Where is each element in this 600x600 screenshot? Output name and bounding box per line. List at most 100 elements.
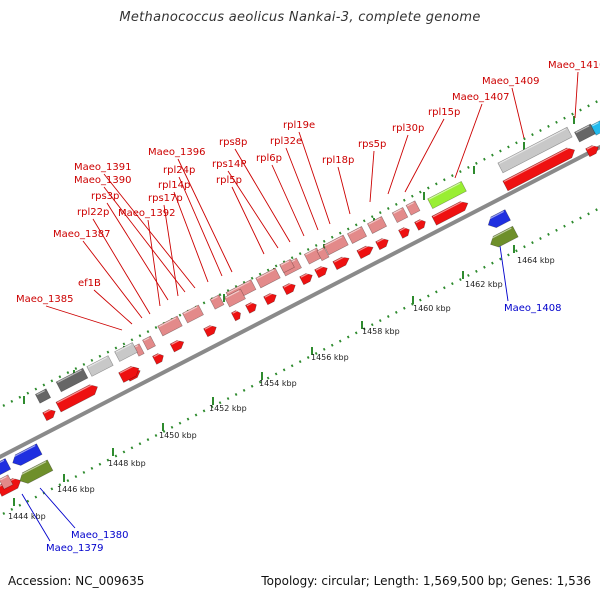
gene-feature bbox=[486, 209, 511, 228]
gene-feature bbox=[152, 352, 164, 365]
gene-highlight bbox=[87, 356, 108, 368]
gene-shape bbox=[279, 258, 295, 274]
label-leader bbox=[178, 176, 223, 277]
gene-feature bbox=[299, 272, 313, 286]
label-leader bbox=[298, 131, 331, 225]
gene-highlight bbox=[317, 248, 323, 252]
gene-highlight bbox=[115, 343, 132, 353]
gene-highlight bbox=[57, 369, 82, 383]
gene-shape bbox=[34, 388, 52, 404]
gene-label-rpl30p: rpl30p bbox=[392, 123, 424, 134]
gene-label-maeo_1409: Maeo_1409 bbox=[482, 76, 539, 87]
gene-highlight bbox=[488, 227, 512, 241]
gene-shape bbox=[502, 147, 576, 192]
label-leader bbox=[173, 191, 209, 283]
gene-shape bbox=[19, 459, 54, 484]
gene-highlight bbox=[393, 208, 402, 214]
gene-feature bbox=[157, 315, 183, 337]
gene-shape bbox=[12, 443, 43, 466]
gene-highlight bbox=[256, 269, 275, 280]
label-leader bbox=[511, 87, 525, 139]
label-leader bbox=[231, 186, 265, 255]
gene-highlight bbox=[407, 202, 414, 207]
gene-highlight bbox=[134, 345, 139, 348]
gene-label-rps17p: rps17p bbox=[148, 193, 183, 204]
gene-shape bbox=[282, 283, 296, 296]
gene-shape bbox=[263, 293, 277, 306]
gene-feature bbox=[431, 200, 469, 226]
scale-label: 1450 kbp bbox=[159, 431, 197, 440]
scale-label: 1456 kbp bbox=[311, 353, 349, 362]
gene-feature bbox=[255, 267, 281, 289]
gene-shape bbox=[157, 315, 183, 337]
label-leader bbox=[454, 103, 483, 179]
gene-highlight bbox=[225, 290, 240, 299]
gene-label-rps5p: rps5p bbox=[358, 139, 386, 150]
gene-highlight bbox=[357, 244, 370, 252]
gene-feature bbox=[142, 335, 156, 351]
label-leader bbox=[93, 289, 133, 325]
scale-label: 1464 kbp bbox=[517, 256, 555, 265]
gene-feature bbox=[282, 282, 296, 296]
gene-shape bbox=[323, 234, 349, 256]
label-leader bbox=[404, 118, 445, 193]
scale-label: 1446 kbp bbox=[57, 485, 95, 494]
gene-feature bbox=[263, 292, 277, 306]
gene-highlight bbox=[204, 324, 214, 330]
gene-highlight bbox=[183, 306, 198, 315]
gene-feature bbox=[55, 383, 98, 413]
gene-label-rpl19e: rpl19e bbox=[283, 120, 315, 131]
gene-highlight bbox=[171, 339, 181, 345]
gene-highlight bbox=[280, 260, 290, 266]
gene-feature bbox=[0, 458, 12, 476]
gene-shape bbox=[314, 266, 328, 279]
label-leader bbox=[337, 166, 351, 215]
gene-feature bbox=[488, 225, 519, 248]
gene-feature bbox=[391, 206, 409, 224]
gene-feature bbox=[346, 226, 368, 244]
gene-highlight bbox=[143, 337, 150, 342]
gene-highlight bbox=[300, 272, 310, 278]
label-leader bbox=[39, 487, 76, 529]
label-leader bbox=[177, 158, 233, 273]
gene-shape bbox=[169, 340, 185, 353]
gene-highlight bbox=[415, 218, 423, 224]
gene-label-rpl6p: rpl6p bbox=[256, 153, 282, 164]
label-leader bbox=[234, 148, 291, 243]
gene-shape bbox=[182, 304, 204, 324]
gene-shape bbox=[55, 367, 89, 393]
gene-highlight bbox=[36, 390, 45, 396]
gene-highlight bbox=[503, 146, 572, 183]
scale-label: 1452 kbp bbox=[209, 404, 247, 413]
gene-label-rpl32e: rpl32e bbox=[270, 136, 302, 147]
gene-feature bbox=[398, 226, 410, 239]
gene-highlight bbox=[575, 125, 590, 134]
gene-highlight bbox=[333, 255, 346, 263]
gene-label-maeo_1387: Maeo_1387 bbox=[53, 229, 110, 240]
gene-label-maeo_1408: Maeo_1408 bbox=[504, 303, 561, 314]
gene-label-rps8p: rps8p bbox=[219, 137, 247, 148]
gene-highlight bbox=[211, 296, 218, 301]
gene-highlight bbox=[119, 364, 136, 374]
accession-text: Accession: NC_009635 bbox=[8, 574, 145, 588]
gene-label-rpl15p: rpl15p bbox=[428, 107, 460, 118]
gene-shape bbox=[497, 126, 573, 174]
gene-highlight bbox=[227, 280, 250, 294]
gene-feature bbox=[356, 244, 374, 260]
label-leader bbox=[369, 150, 375, 203]
gene-label-rpl24p: rpl24p bbox=[163, 165, 195, 176]
label-leader bbox=[147, 219, 161, 307]
gene-highlight bbox=[432, 200, 465, 218]
gene-highlight bbox=[324, 236, 343, 247]
gene-feature bbox=[375, 237, 389, 251]
gene-shape bbox=[118, 365, 140, 383]
backbone-layer bbox=[0, 144, 600, 460]
gene-feature bbox=[34, 388, 52, 404]
gene-label-maeo_1396: Maeo_1396 bbox=[148, 147, 205, 158]
gene-feature bbox=[279, 258, 295, 274]
gene-label-maeo_1390: Maeo_1390 bbox=[74, 175, 131, 186]
gene-feature bbox=[245, 301, 257, 314]
gene-shape bbox=[203, 325, 217, 338]
gene-highlight bbox=[18, 461, 47, 477]
